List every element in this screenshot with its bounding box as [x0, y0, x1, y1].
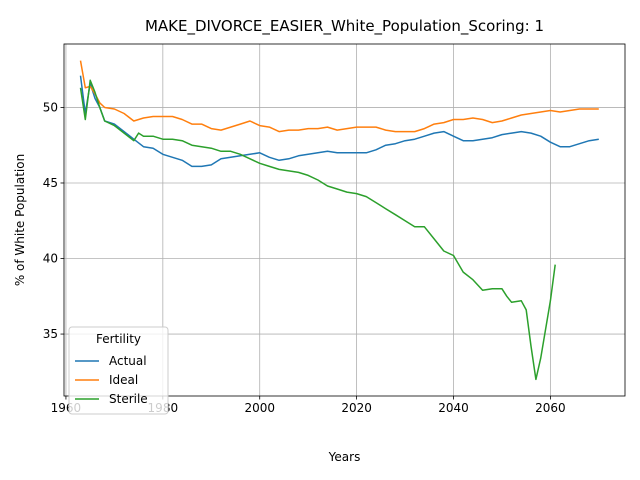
legend-frame [68, 326, 169, 415]
series-line-actual [79, 75, 599, 168]
y-tick-label: 40 [43, 252, 58, 266]
x-tick-label: 2020 [341, 401, 372, 415]
legend-label-ideal: Ideal [109, 373, 138, 387]
grid-lines [64, 44, 625, 396]
x-axis-label: Years [328, 450, 361, 464]
y-tick-label: 50 [43, 100, 58, 114]
y-tick-label: 45 [43, 176, 58, 190]
series-line-sterile [79, 79, 556, 381]
y-tick-label: 35 [43, 327, 58, 341]
x-tick-label: 2000 [244, 401, 275, 415]
y-axis-ticks: 35 40 45 50 [43, 100, 64, 341]
plot-area-frame [63, 43, 626, 397]
chart-title: MAKE_DIVORCE_EASIER_White_Population_Sco… [145, 17, 544, 36]
x-tick-label: 2060 [535, 401, 566, 415]
y-axis-label: % of White Population [13, 154, 27, 286]
legend-label-actual: Actual [109, 354, 147, 368]
x-tick-label: 2040 [438, 401, 469, 415]
series-lines [79, 60, 599, 381]
legend-label-sterile: Sterile [109, 392, 148, 406]
series-line-ideal [79, 60, 599, 133]
legend: Fertility Actual Ideal Sterile [68, 326, 169, 415]
legend-title: Fertility [96, 332, 141, 346]
